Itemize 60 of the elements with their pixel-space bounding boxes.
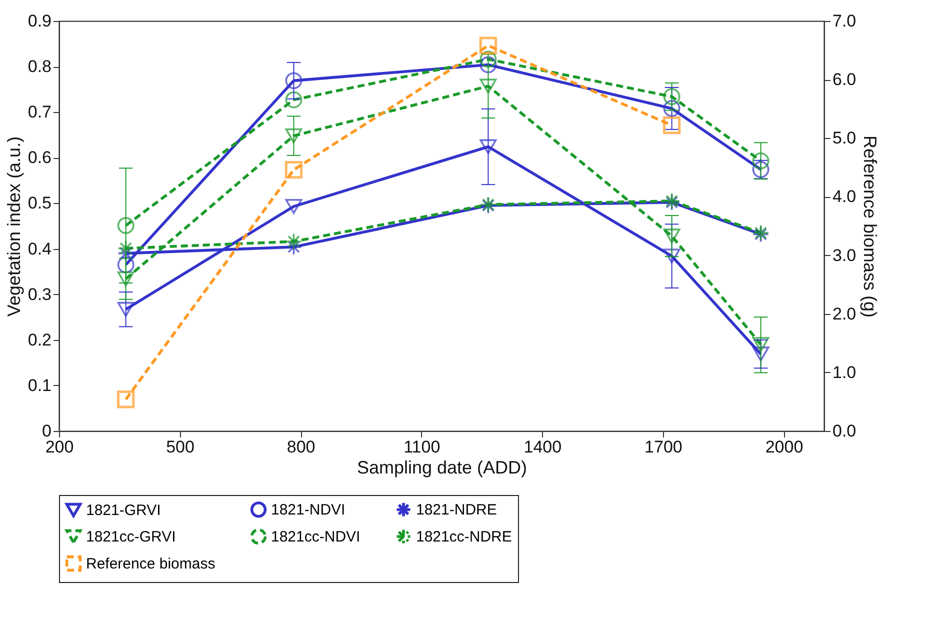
- x-tick-label: 800: [286, 438, 316, 456]
- x-tick-label: 500: [166, 438, 194, 456]
- point: [285, 128, 302, 144]
- point: [663, 248, 680, 264]
- point: [117, 240, 134, 257]
- point: [285, 72, 302, 90]
- y2-tick-label: 2.0: [832, 304, 856, 324]
- legend-label: 1821-GRVI: [86, 502, 161, 520]
- y2-tick-label: 5.0: [832, 128, 856, 148]
- y-axis-title: Vegetation index (a.u.): [4, 136, 24, 317]
- y2-tick-label: 3.0: [832, 246, 856, 265]
- point: [117, 390, 135, 408]
- y2-tick-label: 0.0: [832, 422, 856, 440]
- y-tick-label: 0.7: [28, 102, 52, 122]
- legend-label: 1821cc-NDRE: [416, 528, 512, 546]
- y-tick-label: 0.2: [28, 330, 52, 350]
- point: [663, 228, 680, 244]
- y-tick-label: 0.1: [28, 376, 52, 395]
- legend-label: 1821cc-GRVI: [86, 528, 176, 546]
- legend-label: 1821-NDRE: [416, 502, 497, 519]
- point: [285, 198, 302, 214]
- y-tick-label: 0.6: [28, 148, 52, 168]
- legend-label: 1821-NDVI: [271, 502, 346, 519]
- y2-axis-title: Reference biomass (g): [860, 135, 880, 318]
- y-tick-label: 0: [42, 422, 52, 440]
- legend-label: Reference biomass: [86, 556, 216, 572]
- point: [663, 100, 680, 117]
- x-axis-title: Sampling date (ADD): [356, 458, 528, 478]
- point: [285, 233, 302, 250]
- point: [285, 91, 302, 108]
- y-tick-label: 0.9: [28, 12, 52, 30]
- point: [117, 217, 134, 234]
- point: [480, 50, 497, 68]
- y2-tick-label: 1.0: [832, 362, 856, 382]
- point: [662, 116, 681, 134]
- y2-tick-label: 6.0: [832, 70, 856, 90]
- point: [480, 56, 497, 74]
- y-tick-label: 0.8: [28, 57, 52, 76]
- y-tick-label: 0.5: [28, 194, 52, 213]
- point: [752, 346, 770, 362]
- point: [117, 271, 134, 286]
- x-tick-label: 1100: [404, 438, 440, 456]
- point: [480, 139, 497, 154]
- point: [284, 160, 303, 179]
- x-tick-label: 200: [45, 438, 74, 456]
- legend-label: 1821cc-NDVI: [271, 528, 360, 546]
- point: [752, 336, 770, 352]
- point: [663, 88, 680, 106]
- y-tick-label: 0.4: [28, 239, 52, 258]
- point: [752, 152, 770, 170]
- point: [117, 302, 134, 317]
- y2-tick-label: 7.0: [832, 12, 856, 30]
- point: [480, 78, 497, 94]
- x-tick-label: 1700: [644, 438, 682, 456]
- x-tick-label: 1400: [524, 438, 562, 456]
- y2-tick-label: 4.0: [832, 187, 856, 206]
- point: [117, 256, 134, 274]
- x-tick-label: 2000: [765, 438, 804, 456]
- point: [479, 36, 498, 54]
- y-tick-label: 0.3: [28, 284, 52, 304]
